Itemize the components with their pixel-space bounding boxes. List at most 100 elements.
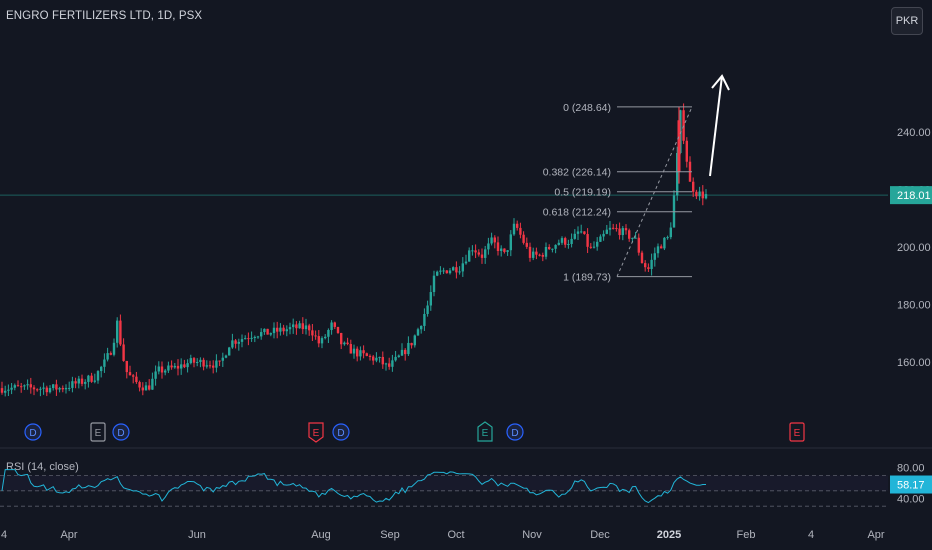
candle (458, 266, 461, 275)
dividend-marker[interactable]: D (332, 423, 350, 441)
drawings (709, 74, 730, 177)
candle (266, 328, 269, 335)
candle (596, 237, 599, 251)
candle (503, 248, 506, 254)
candle (685, 137, 688, 168)
dividend-icon[interactable] (332, 423, 350, 441)
dividend-icon[interactable] (24, 423, 42, 441)
candle-body (394, 356, 397, 361)
arrow-line[interactable] (709, 75, 723, 177)
candle-body (557, 242, 560, 245)
candle (247, 332, 250, 346)
candle-body (160, 366, 164, 373)
currency-button[interactable]: PKR (891, 7, 923, 35)
candle-body (10, 387, 13, 390)
candle-body (16, 385, 20, 387)
candle-body (647, 267, 650, 269)
candle-body (234, 340, 237, 344)
candle (576, 226, 580, 240)
earnings-icon[interactable] (308, 422, 324, 443)
dividend-marker[interactable]: D (24, 423, 42, 441)
arrow-head[interactable] (711, 74, 730, 91)
candle (244, 335, 247, 340)
candle-body (90, 375, 93, 382)
candle (426, 300, 429, 317)
candle (586, 228, 589, 254)
candle (416, 327, 420, 336)
candle-body (256, 336, 260, 338)
candle-body (573, 233, 576, 239)
dividend-marker[interactable]: D (112, 423, 130, 441)
candle-body (644, 263, 647, 268)
candle (36, 388, 39, 392)
candle (637, 233, 640, 256)
candle-body (173, 365, 176, 368)
dividend-icon[interactable] (506, 423, 524, 441)
earnings-icon[interactable] (90, 422, 106, 442)
candle-body (298, 323, 301, 329)
candle (71, 376, 74, 393)
candle-body (250, 337, 253, 339)
candle-body (167, 365, 170, 371)
rsi-indicator-label[interactable]: RSI (14, close) (6, 461, 79, 473)
candle (439, 266, 442, 275)
candle-body (660, 246, 663, 249)
candle (557, 239, 560, 246)
candle (272, 322, 276, 339)
candle (564, 236, 567, 248)
earnings-marker[interactable]: E (477, 421, 493, 442)
candle-body (311, 330, 314, 336)
candle-body (218, 360, 221, 362)
candle-body (301, 323, 304, 330)
earnings-marker[interactable]: E (90, 422, 106, 442)
rsi-line (1, 469, 706, 504)
candle-body (237, 341, 240, 344)
candle (656, 243, 660, 258)
candle-body (503, 248, 506, 252)
event-letter: E (482, 428, 489, 439)
candle-body (580, 231, 583, 233)
candle (432, 270, 436, 297)
dividend-icon[interactable] (112, 423, 130, 441)
candle (199, 357, 202, 368)
candle-body (653, 253, 656, 260)
candle (621, 225, 624, 241)
chart-title: ENGRO FERTILIZERS LTD, 1D, PSX (6, 10, 203, 22)
current-price-value: 218.01 (897, 190, 931, 202)
candle-body (400, 349, 404, 356)
candle (16, 380, 20, 387)
earnings-icon[interactable] (789, 422, 805, 442)
candle (592, 241, 596, 249)
time-axis-tick: Nov (522, 529, 542, 541)
earnings-marker[interactable]: E (789, 422, 805, 442)
candle-body (698, 191, 701, 197)
candle-body (474, 250, 477, 253)
candle-body (416, 329, 420, 336)
candle (314, 330, 317, 340)
candle-body (39, 388, 42, 390)
candle (20, 382, 23, 393)
candle (218, 360, 221, 367)
candle (484, 245, 487, 264)
rsi-value: 58.17 (897, 480, 925, 492)
candle-body (320, 338, 324, 344)
price-axis-tick: 200.00 (897, 242, 931, 254)
dividend-marker[interactable]: D (506, 423, 524, 441)
candle (618, 222, 621, 240)
candle-body (253, 336, 256, 338)
candle (93, 373, 96, 384)
candle-body (468, 250, 471, 262)
candle-body (471, 250, 474, 252)
earnings-icon[interactable] (477, 421, 493, 442)
candle (32, 385, 36, 396)
candle (548, 244, 551, 250)
candle-body (621, 228, 624, 236)
candle (212, 360, 215, 374)
earnings-marker[interactable]: E (308, 422, 324, 443)
candle (135, 371, 138, 384)
candle (260, 328, 263, 340)
candle (164, 368, 167, 376)
candle (567, 239, 570, 249)
